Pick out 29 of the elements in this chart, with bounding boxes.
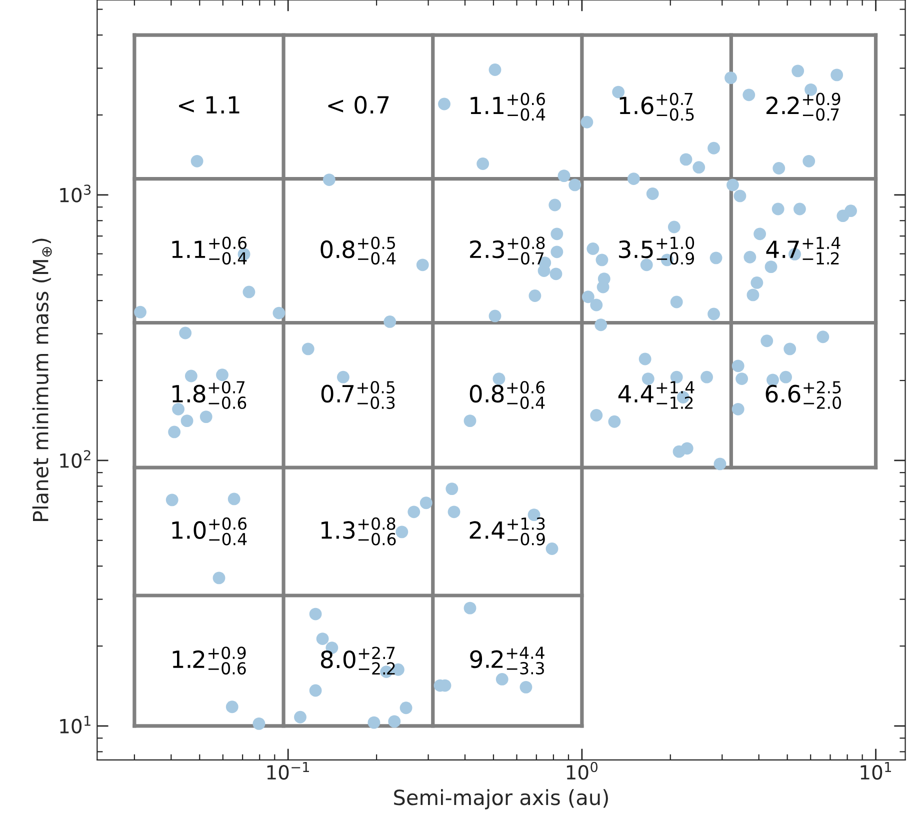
annotation: 9.2$^{+4.4}$$_{−3.3}$ xyxy=(470,646,544,674)
annotation: 4.4$^{+1.4}$$_{−1.2}$ xyxy=(618,381,694,409)
annotation: 0.7$^{+0.5}$$_{−0.3}$ xyxy=(321,381,395,409)
annotation: 1.6$^{+0.7}$$_{−0.5}$ xyxy=(620,92,694,121)
annotation: 1.1$^{+0.6}$$_{−0.4}$ xyxy=(470,92,546,121)
y-tick-label: 10$^{3}$ xyxy=(60,184,91,202)
annotation: 1.1$^{+0.6}$$_{−0.4}$ xyxy=(172,236,247,265)
annotation: 0.8$^{+0.5}$$_{−0.4}$ xyxy=(320,236,396,265)
annotation: < 1.1 xyxy=(179,96,240,114)
x-tick-label: 10$^{0}$ xyxy=(566,762,598,780)
y-tick-label: 10$^{2}$ xyxy=(60,450,90,468)
annotation: 3.5$^{+1.0}$$_{−0.9}$ xyxy=(619,236,694,265)
annotation: 2.2$^{+0.9}$$_{−0.7}$ xyxy=(766,92,840,121)
annotation: 1.8$^{+0.7}$$_{−0.6}$ xyxy=(172,381,246,409)
x-tick-label: 10$^{1}$ xyxy=(860,762,892,780)
y-tick-label: 10$^{1}$ xyxy=(60,716,90,734)
annotation: 1.2$^{+0.9}$$_{−0.6}$ xyxy=(172,646,246,675)
annotation: < 0.7 xyxy=(328,96,389,114)
y-axis-title: Planet minimum mass (M$_{⊕}$) xyxy=(32,238,52,521)
x-tick-label: 10$^{−1}$ xyxy=(267,762,309,780)
annotation: 0.8$^{+0.6}$$_{−0.4}$ xyxy=(470,381,545,409)
annotation: 6.6$^{+2.5}$$_{−2.0}$ xyxy=(766,381,841,409)
annotation: 2.3$^{+0.8}$$_{−0.7}$ xyxy=(470,236,545,265)
annotation: 1.3$^{+0.8}$$_{−0.6}$ xyxy=(321,517,396,546)
x-axis-title: Semi-major axis (au) xyxy=(394,789,608,810)
annotation: 8.0$^{+2.7}$$_{−2.2}$ xyxy=(320,646,395,674)
annotation: 1.0$^{+0.6}$$_{−0.4}$ xyxy=(172,517,247,546)
annotation: 2.4$^{+1.3}$$_{−0.9}$ xyxy=(470,517,545,546)
annotation: 4.7$^{+1.4}$$_{−1.2}$ xyxy=(766,236,840,264)
